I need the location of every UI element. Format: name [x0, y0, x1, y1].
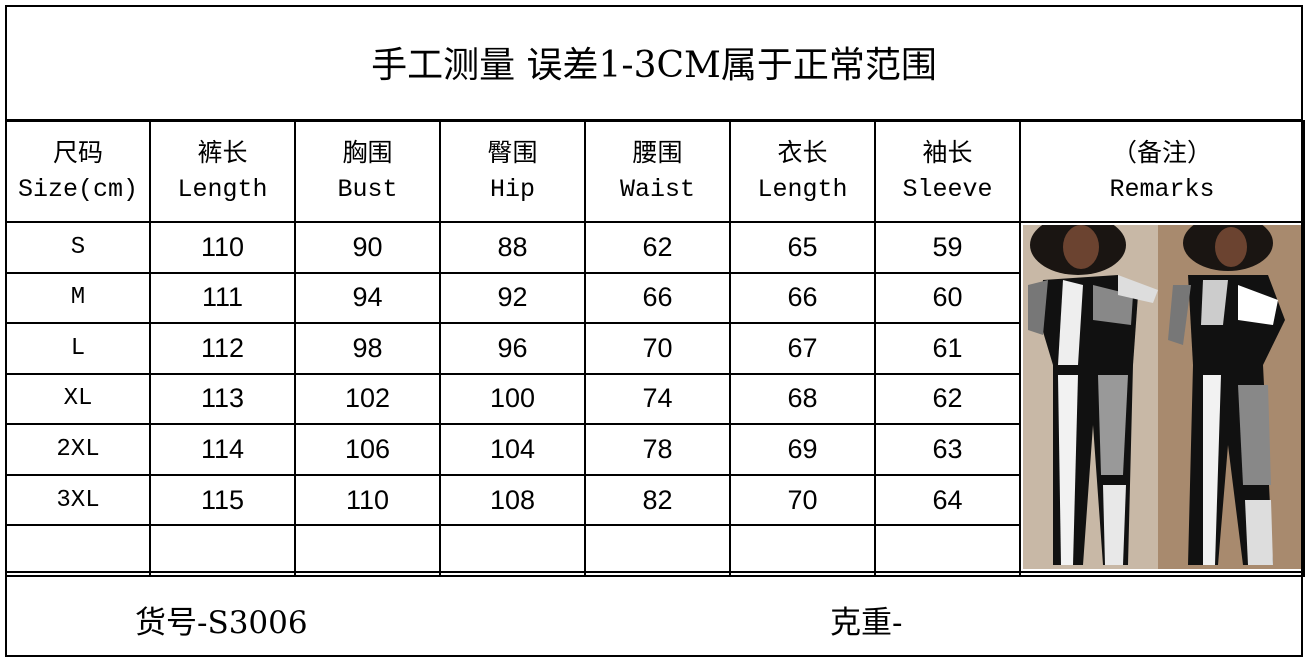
measurement-cell: 74: [584, 372, 731, 426]
header-waist: 腰围 Waist: [584, 120, 731, 223]
measurement-cell: 67: [729, 322, 876, 375]
header-top-length: 衣长 Length: [729, 120, 876, 223]
measurement-cell: 70: [584, 322, 731, 375]
header-bust: 胸围 Bust: [294, 120, 441, 223]
table-row: 2XL 114 106 104 78 69 63: [5, 423, 1304, 476]
measurement-cell: 111: [149, 271, 296, 325]
measurement-cell: 108: [439, 473, 586, 527]
measurement-cell: 68: [729, 372, 876, 426]
weight: 克重-: [830, 605, 903, 641]
empty-cell: [729, 524, 876, 577]
measurement-cell: 110: [149, 221, 296, 274]
header-sleeve: 袖长 Sleeve: [874, 120, 1021, 223]
empty-cell: [294, 524, 441, 577]
empty-cell: [439, 524, 586, 577]
empty-cell: [584, 524, 731, 577]
measurement-cell: 63: [874, 423, 1021, 476]
measurement-cell: 60: [874, 271, 1021, 325]
measurement-cell: 112: [149, 322, 296, 375]
empty-cell: [874, 524, 1021, 577]
product-photo: [1019, 215, 1305, 577]
header-row: 尺码 Size(cm) 裤长 Length 胸围 Bust 臀围 Hip 腰围 Waist…: [5, 120, 1305, 223]
table-row: M 111 94 92 66 66 60: [5, 271, 1304, 325]
table-row: S 110 90 88 62 65 59: [5, 215, 1305, 577]
measurement-cell: 92: [439, 271, 586, 325]
size-cell: XL: [5, 372, 151, 426]
measurement-cell: 90: [294, 221, 441, 274]
measurement-cell: 113: [149, 372, 296, 426]
measurement-cell: 88: [439, 221, 586, 274]
header-hip: 臀围 Hip: [439, 120, 586, 223]
measurement-cell: 100: [439, 372, 586, 426]
measurement-cell: 62: [584, 221, 731, 274]
measurement-cell: 70: [729, 473, 876, 527]
size-cell: 3XL: [5, 473, 151, 527]
measurement-cell: 106: [294, 423, 441, 476]
measurement-cell: 94: [294, 271, 441, 325]
header-pants-length: 裤长 Length: [149, 120, 296, 223]
size-cell: L: [5, 322, 151, 375]
empty-cell: [5, 524, 151, 577]
size-table: 尺码 Size(cm) 裤长 Length 胸围 Bust 臀围 Hip 腰围 Waist…: [5, 120, 1305, 577]
measurement-cell: 110: [294, 473, 441, 527]
empty-cell: [149, 524, 296, 577]
measurement-cell: 66: [584, 271, 731, 325]
measurement-cell: 96: [439, 322, 586, 375]
size-cell: M: [5, 271, 151, 325]
measurement-cell: 98: [294, 322, 441, 375]
measurement-cell: 115: [149, 473, 296, 527]
size-cell: S: [5, 221, 151, 274]
measurement-cell: 69: [729, 423, 876, 476]
measurement-cell: 102: [294, 372, 441, 426]
measurement-cell: 114: [149, 423, 296, 476]
table-row: 3XL 115 110 108 82 70 64: [5, 473, 1304, 527]
chart-title: 手工测量 误差1-3CM属于正常范围: [5, 5, 1303, 121]
measurement-cell: 59: [874, 221, 1021, 274]
measurement-cell: 66: [729, 271, 876, 325]
measurement-cell: 64: [874, 473, 1021, 527]
header-remarks: （备注） Remarks: [1019, 120, 1305, 223]
table-row: XL 113 102 100 74 68 62: [5, 372, 1304, 426]
outfit-photo-image: [1023, 215, 1301, 569]
measurement-cell: 82: [584, 473, 731, 527]
measurement-cell: 62: [874, 372, 1021, 426]
table-row: L 112 98 96 70 67 61: [5, 322, 1304, 375]
measurement-cell: 104: [439, 423, 586, 476]
footer: 货号-S3006 克重-: [5, 571, 1303, 657]
item-number: 货号-S3006: [135, 605, 308, 641]
header-size: 尺码 Size(cm): [5, 120, 151, 223]
measurement-cell: 65: [729, 221, 876, 274]
size-cell: 2XL: [5, 423, 151, 476]
measurement-cell: 78: [584, 423, 731, 476]
measurement-cell: 61: [874, 322, 1021, 375]
empty-row: [5, 524, 1304, 577]
